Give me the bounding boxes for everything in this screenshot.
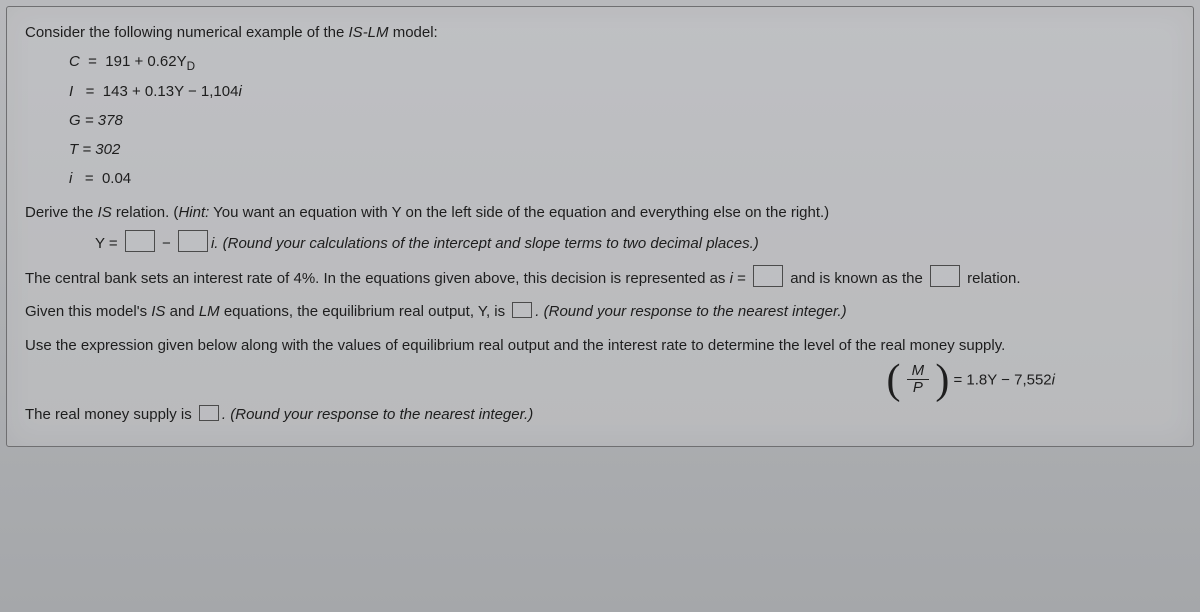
eq-consumption: C = 191 + 0.62YD bbox=[69, 50, 1175, 73]
derive-c: relation. ( bbox=[112, 204, 179, 221]
slope-input[interactable] bbox=[178, 230, 208, 252]
derive-a: Derive the bbox=[25, 204, 98, 221]
central-bank-line: The central bank sets an interest rate o… bbox=[25, 265, 1175, 290]
y-suffix: i. bbox=[211, 235, 219, 252]
eqm-and: and bbox=[165, 303, 198, 320]
intro-model: IS-LM bbox=[349, 24, 389, 41]
eq-investment: I = 143 + 0.13Y − 1,104i bbox=[69, 80, 1175, 103]
rms-note: . (Round your response to the nearest in… bbox=[222, 406, 533, 423]
eqm-a: Given this model's bbox=[25, 303, 151, 320]
eqm-b: equations, the equilibrium real output, … bbox=[220, 303, 510, 320]
mp-numerator: M bbox=[907, 363, 930, 380]
derive-is-line: Derive the IS relation. (Hint: You want … bbox=[25, 201, 1175, 224]
hint-text: You want an equation with Y on the left … bbox=[209, 204, 829, 221]
y-equation-line: Y = − i. (Round your calculations of the… bbox=[25, 230, 1175, 255]
eqm-lm: LM bbox=[199, 303, 220, 320]
question-card: Consider the following numerical example… bbox=[6, 6, 1194, 447]
eqm-is: IS bbox=[151, 303, 165, 320]
cb-eq: = bbox=[733, 270, 750, 287]
mp-fraction: M P bbox=[907, 363, 930, 397]
intercept-input[interactable] bbox=[125, 230, 155, 252]
intro-text-b: model: bbox=[389, 24, 438, 41]
i-lhs: I bbox=[69, 83, 73, 100]
ir-lhs: i bbox=[69, 170, 72, 187]
rms-a: The real money supply is bbox=[25, 406, 196, 423]
relation-input[interactable] bbox=[930, 265, 960, 287]
eq-government: G = 378 bbox=[69, 109, 1175, 132]
equilibrium-line: Given this model's IS and LM equations, … bbox=[25, 300, 1175, 323]
cb-a: The central bank sets an interest rate o… bbox=[25, 270, 730, 287]
money-supply-equation: ( M P ) = 1.8Y − 7,552i bbox=[25, 363, 1175, 397]
intro-line: Consider the following numerical example… bbox=[25, 21, 1175, 44]
real-money-supply-input[interactable] bbox=[199, 405, 219, 421]
c-lhs: C bbox=[69, 53, 80, 70]
equilibrium-y-input[interactable] bbox=[512, 302, 532, 318]
ir-rhs: 0.04 bbox=[102, 170, 131, 187]
i-rhs: 143 + 0.13Y − 1,104 bbox=[103, 83, 239, 100]
eq-interest-rate: i = 0.04 bbox=[69, 167, 1175, 190]
cb-c: relation. bbox=[963, 270, 1021, 287]
use-expression-line: Use the expression given below along wit… bbox=[25, 334, 1175, 357]
y-note: (Round your calculations of the intercep… bbox=[223, 235, 759, 252]
c-rhs: 191 + 0.62Y bbox=[105, 53, 186, 70]
i-rhs-i: i bbox=[238, 83, 241, 100]
real-money-supply-line: The real money supply is . (Round your r… bbox=[25, 403, 1175, 426]
derive-is: IS bbox=[98, 204, 112, 221]
intro-text-a: Consider the following numerical example… bbox=[25, 24, 349, 41]
mp-denominator: P bbox=[908, 380, 928, 397]
i-value-input[interactable] bbox=[753, 265, 783, 287]
eq-taxes: T = 302 bbox=[69, 138, 1175, 161]
hint-label: Hint: bbox=[178, 204, 209, 221]
mp-rhs-i: i bbox=[1052, 371, 1055, 388]
y-lhs: Y = bbox=[95, 235, 122, 252]
c-sub: D bbox=[187, 60, 195, 73]
y-mid: − bbox=[158, 235, 175, 252]
eqm-note: . (Round your response to the nearest in… bbox=[535, 303, 846, 320]
mp-rhs-a: = 1.8Y − 7,552 bbox=[954, 371, 1052, 388]
cb-b: and is known as the bbox=[786, 270, 927, 287]
